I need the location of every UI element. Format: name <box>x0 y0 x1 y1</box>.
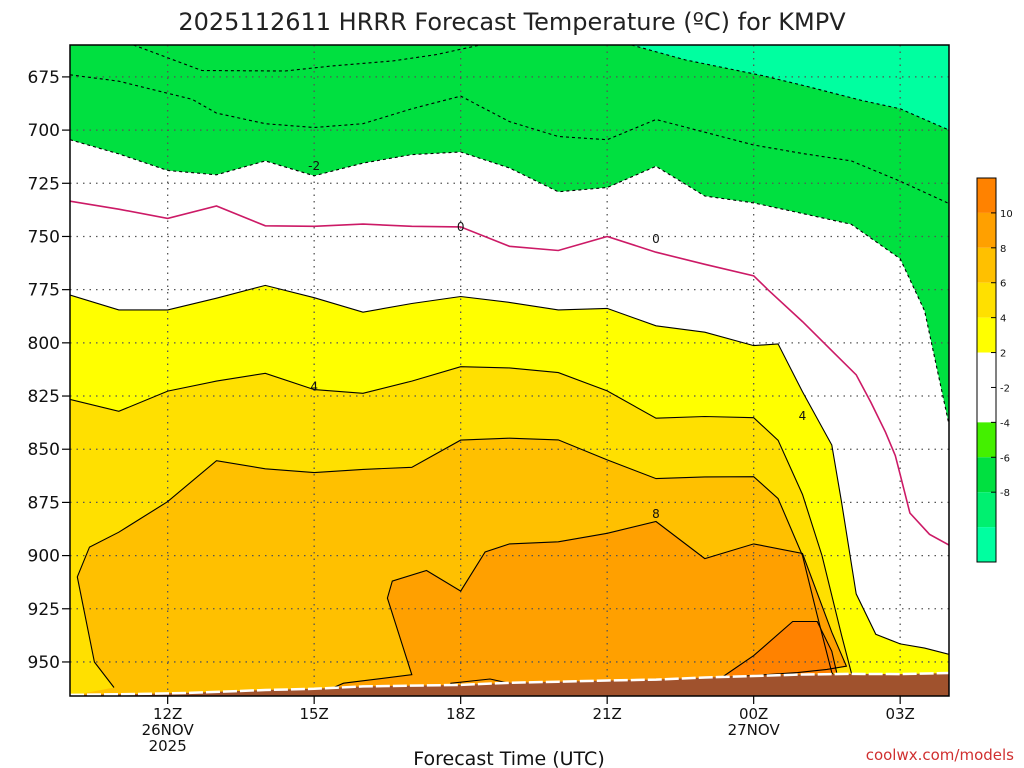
contour-8-8 <box>328 520 848 691</box>
contour--4-2 <box>70 74 949 205</box>
colorbar-band-8 <box>977 492 996 528</box>
colorbar-band-0 <box>977 178 996 213</box>
temperature-field <box>70 45 949 696</box>
contour-2-5 <box>70 284 949 655</box>
x-tick-label-21-0: 21Z <box>592 705 621 723</box>
y-tick-label-850: 850 <box>28 440 60 460</box>
source-credit: coolwx.com/models <box>866 746 1014 764</box>
x-tick-label-24-1: 27NOV <box>728 721 781 739</box>
y-tick-label-925: 925 <box>28 600 60 620</box>
contour-4-6 <box>70 366 876 691</box>
colorbar-label-1: 8 <box>1000 244 1006 255</box>
x-tick-label-18-0: 18Z <box>446 705 475 723</box>
y-tick-label-700: 700 <box>28 121 60 141</box>
contour-label-5: 8 <box>652 507 660 521</box>
y-tick-label-775: 775 <box>28 281 60 301</box>
contour-label-3: 4 <box>310 379 318 393</box>
y-tick-label-900: 900 <box>28 547 60 567</box>
contour-10-10 <box>719 620 838 680</box>
colorbar-band-3 <box>977 282 996 318</box>
x-tick-label-12-1: 26NOV <box>142 721 195 739</box>
contour-label-2: 0 <box>652 232 660 246</box>
band-cold-0 <box>631 45 949 131</box>
contour-0-4 <box>70 200 949 546</box>
colorbar-band-5 <box>977 352 996 423</box>
colorbar-band-1 <box>977 212 996 248</box>
colorbar-band-9 <box>977 527 996 562</box>
x-tick-label-12-0: 12Z <box>153 705 182 723</box>
colorbar: 10 8 6 4 2 -2 -4 -6 -8 <box>976 177 1013 563</box>
y-tick-label-800: 800 <box>28 334 60 354</box>
chart-title: 2025112611 HRRR Forecast Temperature (ºC… <box>178 8 846 36</box>
y-tick-label-875: 875 <box>28 493 60 513</box>
x-tick-label-24-0: 00Z <box>739 705 768 723</box>
colorbar-frame <box>976 177 997 563</box>
contour-label-4: 4 <box>799 409 807 423</box>
plot-frame <box>69 44 950 697</box>
colorbar-label-7: -6 <box>1000 453 1010 464</box>
grid-lines <box>70 45 949 696</box>
ground-edge <box>70 671 949 696</box>
band-10-2 <box>719 621 837 679</box>
colorbar-band-6 <box>977 422 996 458</box>
y-tick-label-950: 950 <box>28 653 60 673</box>
contour-label-1: 0 <box>457 220 465 234</box>
colorbar-label-2: 6 <box>1000 279 1006 290</box>
ground-layer <box>70 671 949 696</box>
x-axis-label: Forecast Time (UTC) <box>413 748 604 768</box>
contour-labels: -2 0 0 4 4 8 <box>308 159 806 521</box>
colorbar-band-2 <box>977 247 996 283</box>
colorbar-label-4: 2 <box>1000 349 1006 360</box>
contour-6-7 <box>76 437 847 690</box>
x-tick-label-15-0: 15Z <box>299 705 328 723</box>
ground-surface <box>70 673 949 696</box>
y-tick-label-825: 825 <box>28 387 60 407</box>
contour-lines <box>70 45 949 691</box>
colorbar-label-0: 10 <box>1000 209 1013 220</box>
band-8-0 <box>328 521 847 690</box>
colorbar-label-5: -2 <box>1000 383 1010 394</box>
y-tick-label-750: 750 <box>28 227 60 247</box>
contour--6-0 <box>133 45 481 72</box>
contour--6-1 <box>631 45 949 131</box>
y-tick-label-725: 725 <box>28 174 60 194</box>
y-axis: 675 700 725 750 775 800 825 850 875 900 925 950 <box>28 68 70 673</box>
band-cold-1 <box>133 45 481 71</box>
x-tick-label-12-2: 2025 <box>149 737 187 755</box>
x-tick-label-27-0: 03Z <box>885 705 914 723</box>
colorbar-label-6: -4 <box>1000 418 1010 429</box>
contour-label-0: -2 <box>308 159 320 173</box>
colorbar-label-3: 4 <box>1000 314 1006 325</box>
contour--2-3 <box>70 139 949 425</box>
y-tick-label-675: 675 <box>28 68 60 88</box>
colorbar-band-7 <box>977 457 996 493</box>
colorbar-label-8: -8 <box>1000 488 1010 499</box>
colorbar-band-4 <box>977 317 996 353</box>
